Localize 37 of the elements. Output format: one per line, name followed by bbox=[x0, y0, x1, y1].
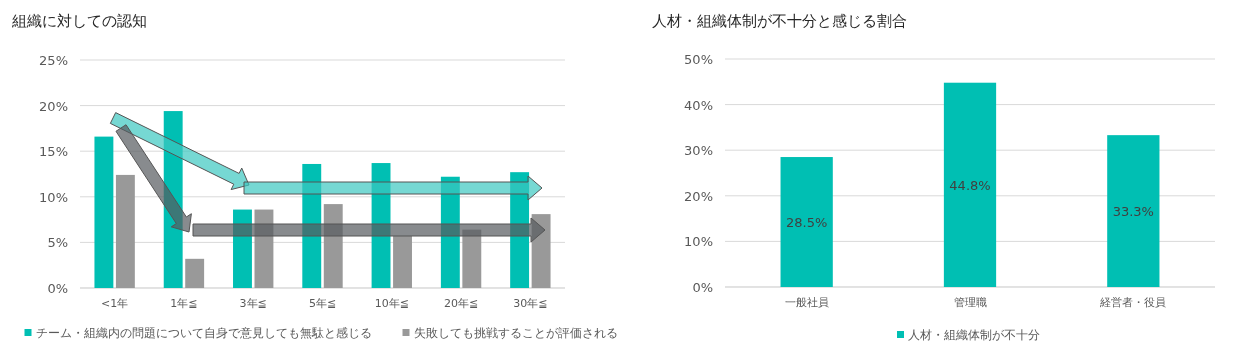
y-tick-label: 5% bbox=[47, 235, 68, 251]
bar bbox=[185, 258, 205, 288]
x-tick-label: 10年≦ bbox=[374, 297, 409, 310]
y-tick-label: 10% bbox=[39, 189, 68, 205]
data-label: 28.5% bbox=[786, 215, 828, 231]
bar bbox=[780, 157, 833, 287]
chart-title: 人材・組織体制が不十分と感じる割合 bbox=[652, 12, 907, 30]
x-tick-label: 20年≦ bbox=[443, 297, 479, 310]
x-tick-label: 経営者・役員 bbox=[1099, 296, 1167, 309]
bar bbox=[1107, 135, 1160, 287]
chart-title: 組織に対しての認知 bbox=[11, 12, 147, 30]
legend-label: 失敗しても挑戦することが評価される bbox=[413, 326, 618, 340]
x-tick-label: 一般社員 bbox=[784, 296, 829, 309]
x-tick-label: <1年 bbox=[101, 297, 129, 310]
data-label: 44.8% bbox=[949, 177, 991, 193]
x-tick-label: 3年≦ bbox=[239, 297, 267, 310]
bar bbox=[393, 236, 412, 288]
y-tick-label: 15% bbox=[39, 144, 68, 160]
x-tick-label: 5年≦ bbox=[308, 297, 337, 310]
y-tick-label: 20% bbox=[39, 98, 68, 114]
y-tick-label: 20% bbox=[684, 188, 713, 204]
data-label: 33.3% bbox=[1112, 204, 1154, 220]
y-tick-label: 50% bbox=[684, 52, 713, 67]
x-tick-label: 管理職 bbox=[953, 296, 987, 309]
y-tick-label: 0% bbox=[47, 281, 68, 296]
y-tick-label: 10% bbox=[684, 234, 713, 250]
y-tick-label: 30% bbox=[684, 143, 713, 159]
bar bbox=[94, 136, 114, 288]
y-tick-label: 0% bbox=[692, 280, 713, 295]
y-tick-label: 40% bbox=[684, 97, 713, 113]
bar bbox=[115, 174, 135, 288]
x-tick-label: 1年≦ bbox=[170, 297, 198, 310]
x-tick-label: 30年≦ bbox=[513, 297, 548, 310]
y-tick-label: 25% bbox=[39, 53, 68, 68]
bar bbox=[943, 82, 997, 287]
legend-label: チーム・組織内の問題について自身で意見しても無駄と感じる bbox=[35, 326, 372, 340]
legend-label: 人材・組織体制が不十分 bbox=[908, 328, 1040, 342]
